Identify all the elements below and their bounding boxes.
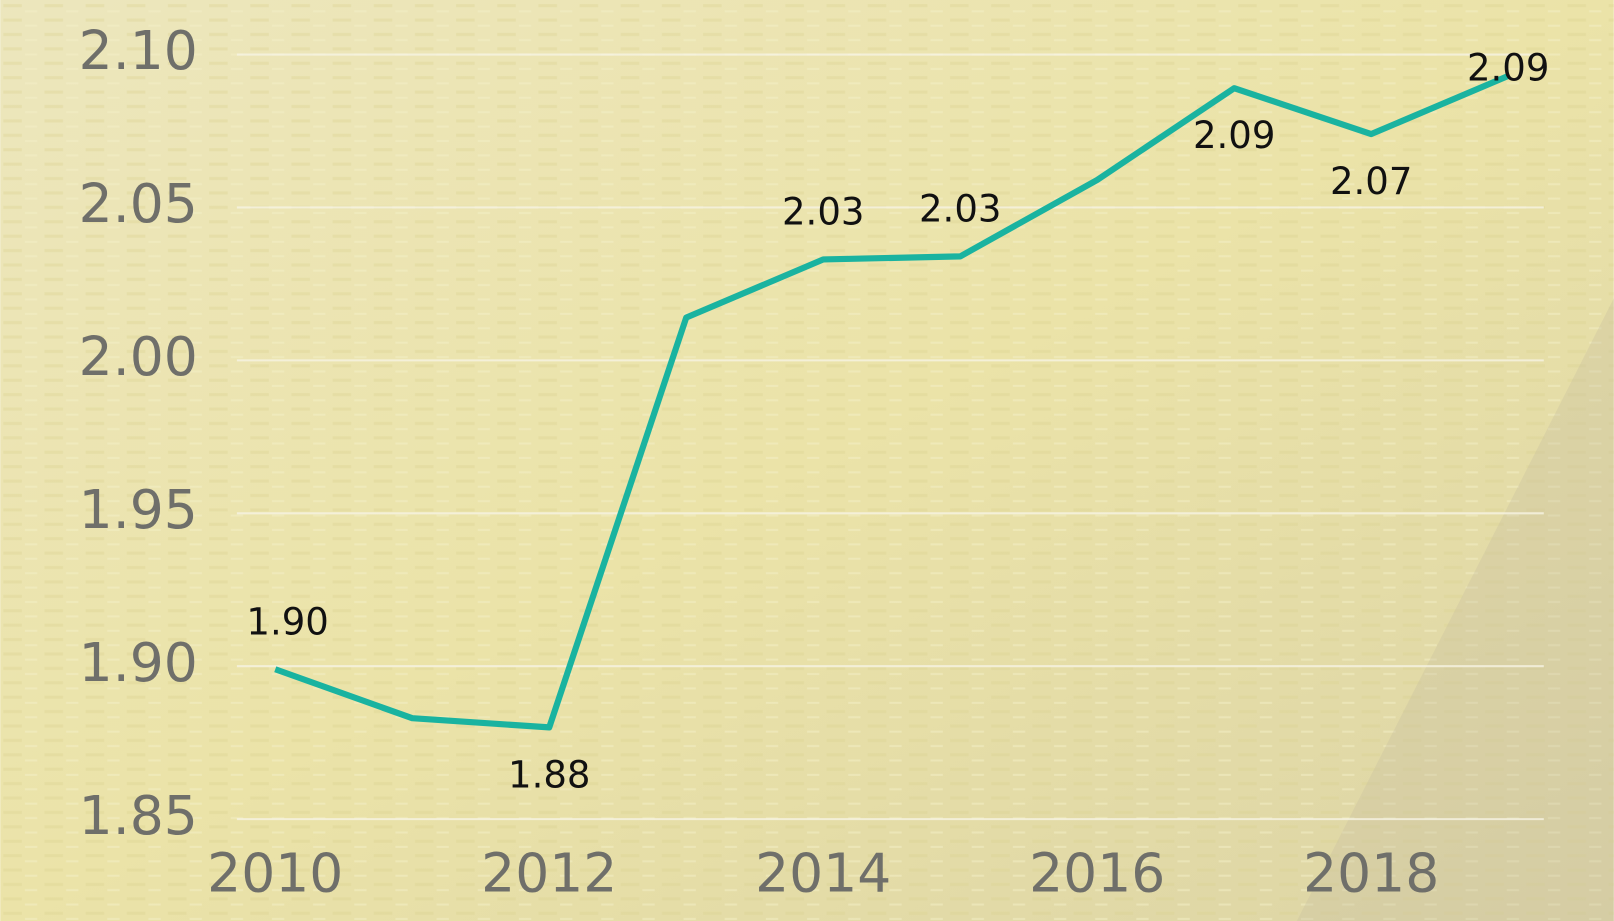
data-label: 2.03 (919, 188, 1001, 231)
y-tick-label: 2.00 (79, 325, 198, 388)
y-tick-label: 1.85 (79, 784, 198, 847)
data-label: 2.09 (1193, 114, 1275, 157)
y-tick-label: 2.10 (79, 19, 198, 82)
x-tick-label: 2016 (1029, 841, 1165, 904)
x-tick-label: 2018 (1303, 841, 1439, 904)
page: {"chart_data": {"type": "line", "x": [20… (0, 0, 1614, 921)
data-label: 1.88 (508, 753, 590, 796)
y-tick-label: 1.90 (79, 631, 198, 694)
y-tick-label: 2.05 (79, 172, 198, 235)
chart: 1.90 1.88 2.03 2.03 2.09 2.07 2.09 1.85 1.90 1.9… (0, 0, 1614, 921)
x-tick-label: 2010 (207, 841, 343, 904)
data-label: 1.90 (246, 600, 328, 643)
x-tick-label: 2014 (755, 841, 891, 904)
y-tick-label: 1.95 (79, 478, 198, 541)
data-label: 2.09 (1467, 46, 1549, 89)
x-tick-label: 2012 (481, 841, 617, 904)
data-label: 2.07 (1330, 160, 1412, 203)
data-label: 2.03 (782, 191, 864, 234)
